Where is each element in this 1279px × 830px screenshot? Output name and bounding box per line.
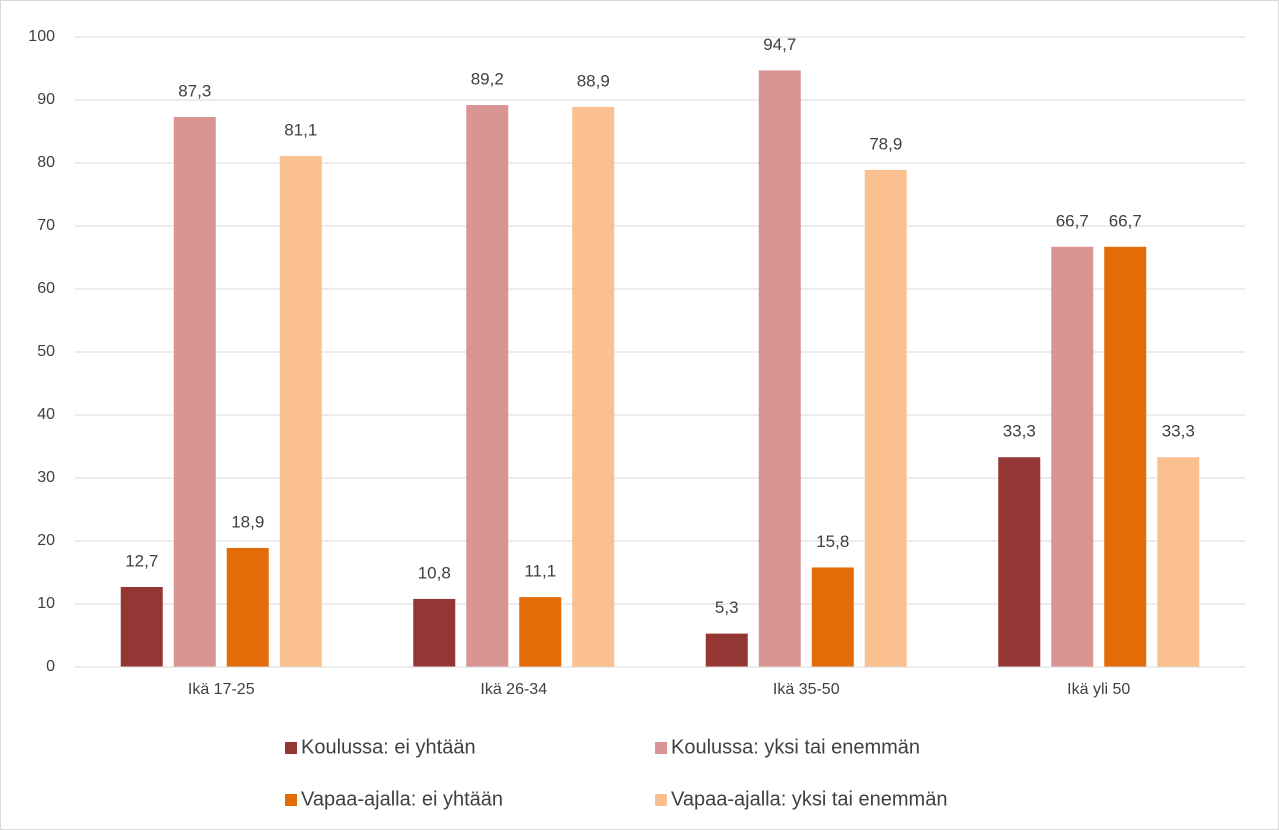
y-tick-label: 70 [37,217,55,234]
bar [572,106,615,668]
legend-swatch [285,742,297,754]
data-label: 15,8 [816,532,849,551]
data-label: 87,3 [178,81,211,100]
data-label: 12,7 [125,551,158,570]
y-tick-label: 40 [37,406,55,423]
legend-label: Koulussa: ei yhtään [301,736,476,758]
bar [466,105,509,668]
data-label: 66,7 [1056,211,1089,230]
x-tick-label: Ikä yli 50 [1067,681,1130,698]
data-label: 81,1 [284,121,317,140]
data-label: 5,3 [715,598,739,617]
data-label: 18,9 [231,512,264,531]
bar [864,169,907,667]
data-label: 33,3 [1162,422,1195,441]
bar [413,598,456,667]
data-label: 10,8 [418,563,451,582]
bar [120,586,163,667]
y-tick-label: 60 [37,280,55,297]
legend-label: Koulussa: yksi tai enemmän [671,736,920,758]
legend-label: Vapaa-ajalla: yksi tai enemmän [671,788,947,810]
y-tick-label: 100 [28,28,55,45]
data-label: 94,7 [763,35,796,54]
data-label: 11,1 [524,562,556,581]
bar [1051,246,1094,668]
data-label: 33,3 [1003,422,1036,441]
bar [811,567,854,667]
bar [226,547,269,667]
bar [705,633,748,667]
data-label: 78,9 [869,134,902,153]
legend-swatch [285,794,297,806]
bar [1157,457,1200,667]
y-tick-label: 90 [37,91,55,108]
bar [998,457,1041,667]
data-label: 66,7 [1109,211,1142,230]
legend-swatch [655,794,667,806]
bar [173,117,216,667]
bar [758,70,801,667]
data-label: 89,2 [471,70,504,89]
y-tick-label: 0 [46,658,55,675]
bar [279,156,322,667]
legend-label: Vapaa-ajalla: ei yhtään [301,788,503,810]
y-tick-label: 30 [37,469,55,486]
x-tick-label: Ikä 26-34 [480,681,547,698]
bar [1104,246,1147,668]
data-label: 88,9 [577,71,610,90]
x-tick-label: Ikä 35-50 [773,681,840,698]
legend-swatch [655,742,667,754]
y-tick-label: 20 [37,532,55,549]
y-tick-label: 10 [37,595,55,612]
bar [519,597,562,667]
x-tick-label: Ikä 17-25 [188,681,255,698]
y-tick-label: 80 [37,154,55,171]
y-tick-label: 50 [37,343,55,360]
